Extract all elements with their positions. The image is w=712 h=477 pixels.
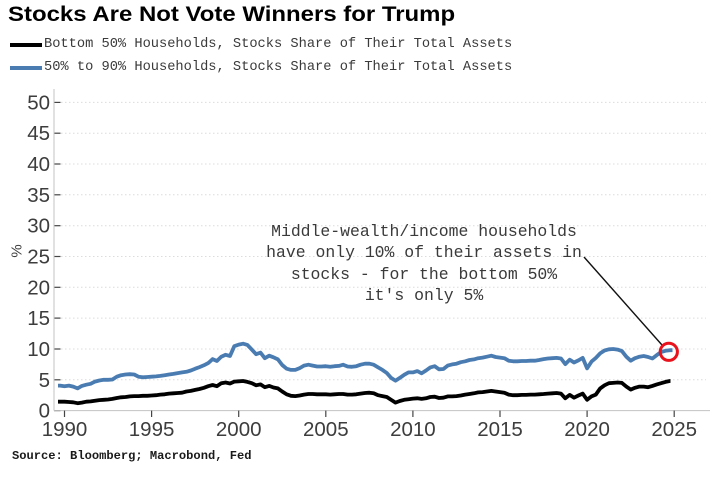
svg-text:45: 45: [27, 122, 50, 145]
svg-text:1990: 1990: [42, 418, 88, 441]
svg-text:30: 30: [27, 215, 50, 238]
svg-text:2015: 2015: [477, 418, 523, 441]
svg-text:0: 0: [39, 400, 50, 423]
svg-text:%: %: [9, 244, 26, 257]
svg-text:40: 40: [27, 153, 50, 176]
svg-text:2025: 2025: [651, 418, 697, 441]
svg-text:2010: 2010: [390, 418, 436, 441]
svg-text:25: 25: [27, 246, 50, 269]
svg-text:1995: 1995: [129, 418, 175, 441]
svg-text:15: 15: [27, 307, 50, 330]
svg-text:20: 20: [27, 276, 50, 299]
svg-text:50: 50: [27, 91, 50, 114]
svg-text:2000: 2000: [216, 418, 262, 441]
svg-text:35: 35: [27, 184, 50, 207]
svg-text:10: 10: [27, 338, 50, 361]
svg-text:2005: 2005: [303, 418, 349, 441]
svg-text:2020: 2020: [564, 418, 610, 441]
svg-text:5: 5: [39, 369, 50, 392]
